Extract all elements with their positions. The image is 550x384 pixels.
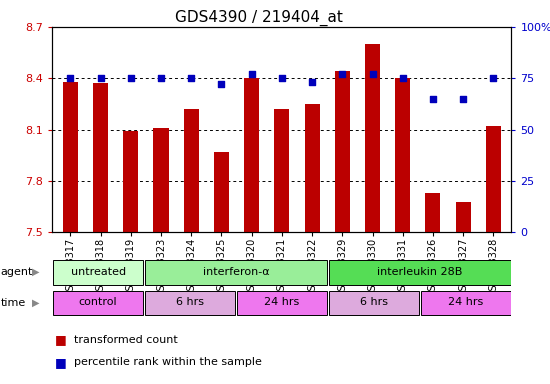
Text: control: control <box>79 298 118 308</box>
Point <box>126 75 135 81</box>
Text: transformed count: transformed count <box>74 335 178 345</box>
Text: untreated: untreated <box>70 267 126 277</box>
Point <box>307 79 316 85</box>
Bar <box>184 109 199 232</box>
Bar <box>237 291 327 315</box>
Point <box>66 75 75 81</box>
Text: ▶: ▶ <box>32 267 40 277</box>
Point <box>277 75 286 81</box>
Text: agent: agent <box>1 267 33 277</box>
Text: 6 hrs: 6 hrs <box>176 298 204 308</box>
Bar <box>486 126 501 232</box>
Bar <box>425 193 441 232</box>
Bar <box>329 291 419 315</box>
Bar <box>63 82 78 232</box>
Text: GDS4390 / 219404_at: GDS4390 / 219404_at <box>175 10 343 26</box>
Bar <box>53 260 143 285</box>
Text: ▶: ▶ <box>32 298 40 308</box>
Point <box>248 71 256 77</box>
Bar <box>365 44 380 232</box>
Point <box>459 96 468 102</box>
Point <box>96 75 105 81</box>
Text: 24 hrs: 24 hrs <box>448 298 483 308</box>
Bar <box>53 291 143 315</box>
Text: percentile rank within the sample: percentile rank within the sample <box>74 357 262 367</box>
Point <box>187 75 196 81</box>
Point <box>428 96 437 102</box>
Bar <box>305 104 320 232</box>
Bar <box>153 128 168 232</box>
Text: 6 hrs: 6 hrs <box>360 298 388 308</box>
Text: interferon-α: interferon-α <box>202 267 270 277</box>
Point <box>157 75 166 81</box>
Text: interleukin 28B: interleukin 28B <box>377 267 463 277</box>
Bar <box>123 131 139 232</box>
Point <box>338 71 346 77</box>
Bar <box>145 291 235 315</box>
Point <box>398 75 407 81</box>
Bar <box>145 260 327 285</box>
Text: ■: ■ <box>55 356 67 369</box>
Point <box>217 81 226 88</box>
Point <box>489 75 498 81</box>
Bar <box>455 202 471 232</box>
Bar <box>395 78 410 232</box>
Bar <box>335 71 350 232</box>
Bar <box>214 152 229 232</box>
Text: ■: ■ <box>55 333 67 346</box>
Bar <box>93 83 108 232</box>
Text: 24 hrs: 24 hrs <box>264 298 300 308</box>
Bar <box>244 78 259 232</box>
Text: time: time <box>1 298 26 308</box>
Bar <box>274 109 289 232</box>
Point <box>368 71 377 77</box>
Bar <box>421 291 510 315</box>
Bar <box>329 260 510 285</box>
